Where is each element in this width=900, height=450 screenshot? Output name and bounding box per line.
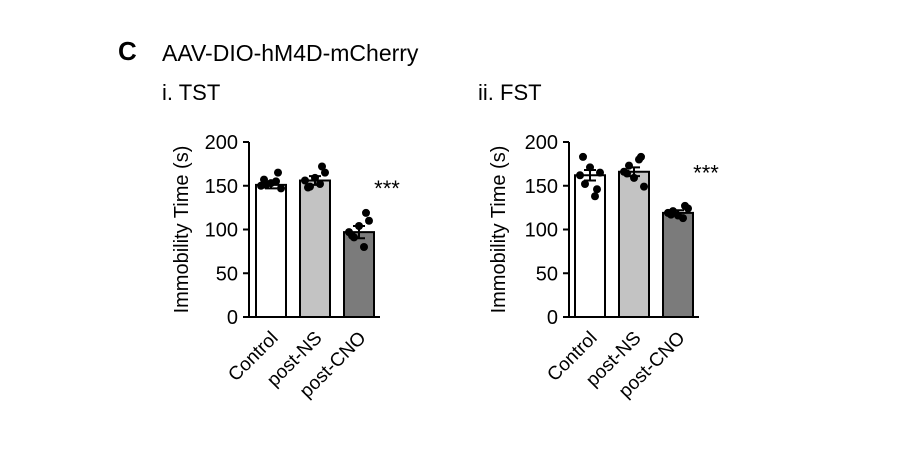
- data-point: [260, 175, 268, 184]
- significance-annotation: ***: [374, 176, 400, 201]
- y-tick-label: 100: [205, 220, 238, 242]
- data-point: [667, 210, 675, 219]
- bar-post-cno: [343, 231, 375, 318]
- data-point: [591, 192, 599, 201]
- bar-control: [574, 174, 606, 318]
- y-tick-label: 150: [525, 176, 558, 198]
- significance-annotation: ***: [693, 160, 719, 185]
- data-point: [301, 176, 309, 185]
- data-point: [681, 201, 689, 210]
- data-point: [365, 216, 373, 225]
- bar-post-ns: [299, 179, 331, 318]
- data-point: [355, 222, 363, 230]
- data-point: [586, 163, 594, 172]
- data-point: [311, 173, 319, 182]
- data-point: [581, 180, 589, 188]
- bar-post-cno: [662, 211, 694, 318]
- figure-title: AAV-DIO-hM4D-mCherry: [162, 40, 419, 66]
- data-point: [640, 182, 648, 191]
- panel-label: C: [118, 36, 137, 66]
- data-point: [625, 161, 633, 170]
- y-axis-label: Immobility Time (s): [488, 146, 510, 314]
- data-point: [630, 173, 638, 182]
- y-tick-label: 200: [205, 132, 238, 154]
- bar-post-ns: [618, 170, 650, 318]
- y-tick-label: 50: [536, 263, 558, 285]
- data-point: [318, 162, 326, 171]
- data-point: [362, 208, 370, 217]
- data-point: [637, 152, 645, 161]
- data-point: [623, 169, 631, 178]
- chart-title-tst: i. TST: [162, 80, 221, 105]
- y-tick-label: 0: [547, 307, 558, 329]
- data-point: [304, 183, 312, 192]
- data-point: [274, 168, 282, 177]
- data-point: [321, 168, 329, 177]
- data-point: [576, 171, 584, 180]
- y-tick-label: 200: [525, 132, 558, 154]
- chart-tst: Immobility Time (s)Controlpost-NS***post…: [171, 132, 400, 402]
- data-point: [316, 180, 324, 188]
- y-tick-label: 50: [216, 263, 238, 285]
- data-point: [579, 152, 587, 161]
- y-tick-label: 100: [525, 220, 558, 242]
- data-point: [360, 243, 368, 251]
- chart-title-fst: ii. FST: [478, 80, 542, 105]
- data-point: [272, 177, 280, 186]
- y-tick-label: 150: [205, 176, 238, 198]
- y-tick-label: 0: [227, 307, 238, 329]
- bar-control: [255, 183, 287, 318]
- data-point: [277, 184, 285, 193]
- data-point: [593, 185, 601, 194]
- data-point: [679, 214, 687, 223]
- y-axis-label: Immobility Time (s): [171, 146, 193, 314]
- chart-fst: Immobility Time (s)Controlpost-NS***post…: [488, 132, 719, 402]
- data-point: [348, 231, 356, 240]
- data-point: [596, 168, 604, 177]
